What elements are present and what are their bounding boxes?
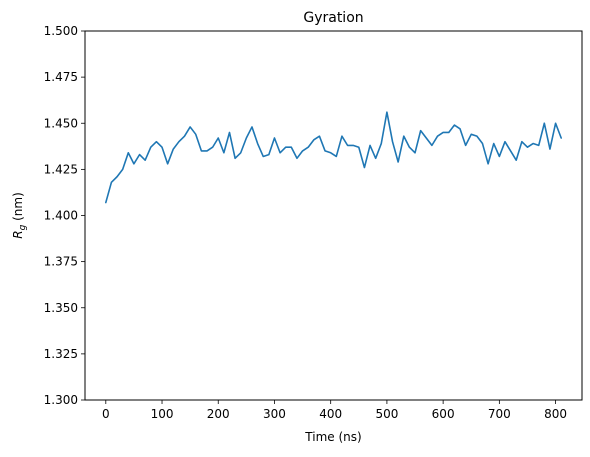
chart-title: Gyration [303,10,363,26]
y-axis-label: Rg (nm) [11,192,28,239]
y-tick-label: 1.450 [44,116,78,130]
y-tick-label: 1.400 [44,209,78,223]
x-axis-label: Time (ns) [304,430,361,444]
series-line-0 [105,111,563,204]
y-tick-label: 1.425 [44,162,78,176]
x-tick-label: 300 [263,407,286,421]
x-tick-label: 0 [102,407,110,421]
y-axis-label-symbol: R [11,230,25,238]
x-tick-label: 800 [544,407,567,421]
x-tick-label: 100 [151,407,174,421]
x-tick-label: 500 [375,407,398,421]
plot-area [85,31,582,400]
series-layer [105,111,563,204]
x-tick-label: 700 [488,407,511,421]
y-axis-label-subscript: g [18,224,28,230]
x-tick-label: 200 [207,407,230,421]
y-tick-label: 1.500 [44,24,78,38]
plot-frame [84,30,583,401]
y-tick-label: 1.325 [44,347,78,361]
y-tick-label: 1.375 [44,255,78,269]
y-tick-label: 1.350 [44,301,78,315]
x-tick-label: 400 [319,407,342,421]
y-tick-label: 1.475 [44,70,78,84]
x-tick-label: 600 [432,407,455,421]
x-axis-ticks: 0 100 200 300 400 500 600 700 800 [102,400,567,421]
y-tick-label: 1.300 [44,393,78,407]
y-axis-label-unit: (nm) [11,192,25,224]
y-axis-ticks: 1.300 1.325 1.350 1.375 1.400 1.425 1.450 1.475… [44,24,85,407]
